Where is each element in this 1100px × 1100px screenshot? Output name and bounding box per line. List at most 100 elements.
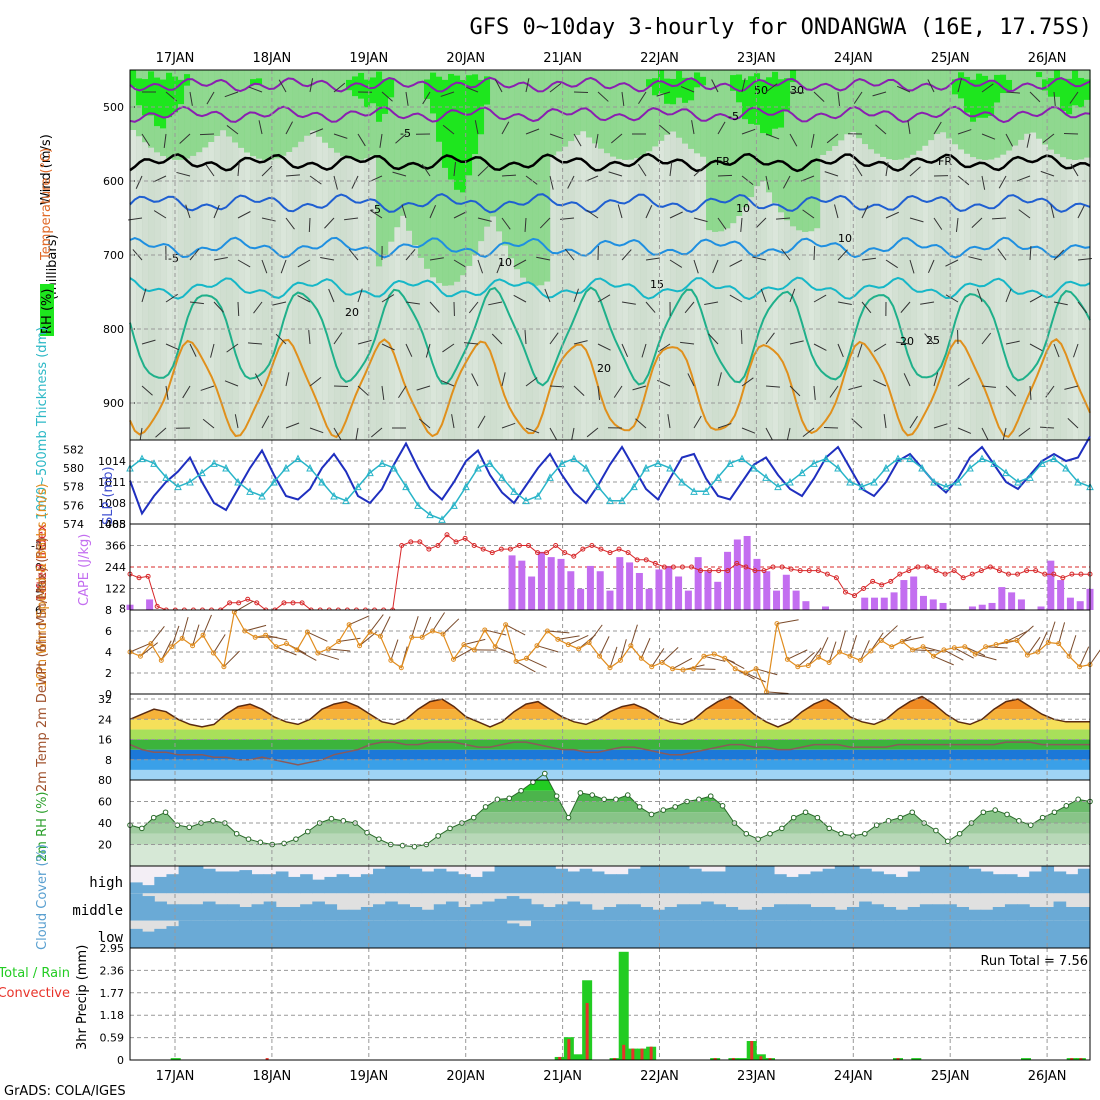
thickness-point	[702, 487, 710, 495]
wind-barb	[729, 259, 743, 267]
li-point	[453, 539, 459, 545]
rh-shade-light	[196, 70, 203, 440]
rh-shade-mid	[436, 70, 443, 284]
wind-barb-10m	[902, 636, 924, 642]
cape-ytick: 122	[105, 583, 126, 596]
thickness-point	[246, 487, 254, 495]
wind-barb	[669, 259, 683, 268]
cloud-low-bar	[628, 920, 641, 948]
thickness-point	[450, 501, 458, 509]
rh-shade-high	[736, 74, 743, 103]
wind-point	[816, 654, 822, 660]
thickness-point	[1038, 459, 1046, 467]
cloud-high-bar	[567, 871, 581, 894]
li-point	[1005, 571, 1011, 577]
contour-label: 10	[838, 232, 852, 245]
cloud-high-bar	[263, 874, 277, 894]
wind-barb-10m	[453, 648, 473, 660]
contour-label: -5	[370, 203, 381, 216]
cloud-middle-bar	[263, 901, 277, 921]
rh-shade-mid	[220, 70, 227, 131]
thickness-ytick: 582	[63, 443, 84, 456]
wind-barb	[525, 377, 538, 387]
cloud-low-bar	[154, 928, 167, 948]
precip-frame	[129, 947, 1091, 1061]
cloud-middle-bar	[458, 907, 471, 921]
wind-barb	[854, 163, 863, 177]
li-point	[1042, 571, 1048, 577]
wind-barb	[595, 133, 599, 148]
rh-shade-light	[616, 70, 623, 440]
wind-barb-10m	[839, 630, 846, 653]
wind-barb-10m	[630, 624, 638, 646]
wind-point	[617, 657, 623, 663]
rh-point	[719, 803, 726, 809]
rh-point	[470, 814, 477, 821]
wind-point	[471, 647, 477, 653]
rh-shade-high	[136, 78, 143, 106]
rh-shade-mid	[184, 70, 191, 159]
cloud-low-bar	[336, 920, 350, 948]
wind-barb-10m	[181, 617, 189, 639]
rh-shade-mid	[412, 70, 419, 246]
rh-shade-mid	[580, 70, 587, 132]
rh-shade-mid	[844, 70, 851, 135]
thickness-point	[930, 477, 938, 486]
wind-barb	[425, 343, 431, 358]
rh-shade-mid	[298, 70, 305, 142]
cloud-middle-bar	[470, 904, 483, 921]
wind-point	[565, 642, 571, 648]
thickness-point	[906, 454, 914, 463]
wind-barb-10m	[1089, 649, 1100, 665]
li-point	[833, 575, 839, 581]
wind-barb-10m	[807, 647, 822, 666]
wind-barb	[573, 91, 589, 94]
wind-point	[555, 636, 561, 642]
wind-barb	[933, 423, 948, 429]
wind-barb-10m	[1026, 636, 1041, 656]
wind-barb-10m	[1016, 625, 1034, 641]
rh-shade-mid	[712, 70, 719, 232]
rh-shade-high	[646, 79, 653, 87]
rh-shade-light	[622, 70, 629, 440]
wind-barb	[613, 385, 623, 398]
thickness-point	[990, 459, 998, 467]
wind-barb	[981, 427, 989, 441]
wind-barb	[927, 259, 935, 274]
wind-barb	[494, 79, 503, 93]
date-top-label: 23JAN	[737, 51, 776, 66]
cloud-middle-bar	[701, 901, 714, 921]
wind-barb	[945, 259, 959, 267]
cloud-high-bar	[251, 874, 265, 894]
cape-bar	[577, 588, 585, 610]
wind-barb	[501, 174, 517, 177]
wind-barb-10m	[296, 649, 317, 661]
rh-shade-high	[382, 79, 389, 114]
rh-shade-mid	[928, 70, 935, 141]
wind-barb	[1029, 245, 1032, 261]
wind-barb	[680, 341, 695, 345]
cloud-high-bar	[239, 870, 253, 894]
wind-barb	[179, 133, 191, 144]
wind-barb-10m	[213, 634, 226, 654]
slp-ytick: 1005	[98, 518, 126, 531]
cloud-high-bar	[688, 868, 702, 894]
cloud-middle-bar	[178, 904, 192, 921]
wind-point	[868, 648, 874, 654]
cloud-high-bar	[907, 871, 921, 894]
cloud-low-bar	[591, 920, 605, 948]
cloud-layer-high: high	[89, 875, 123, 891]
rh-shade-mid	[1048, 70, 1055, 150]
wind-barb	[320, 257, 335, 261]
wind-barb	[1005, 340, 1020, 345]
wind-barb	[957, 175, 970, 186]
cloud-low-bar	[846, 920, 860, 948]
cloud-low-bar	[774, 920, 787, 948]
wind-barb	[645, 301, 656, 313]
cloud-middle-bar	[883, 907, 897, 921]
wind-barb-10m	[797, 651, 815, 668]
cloud-middle-bar	[786, 904, 799, 921]
contour-label: 20	[345, 306, 359, 319]
rh-point	[328, 815, 335, 822]
rh-point	[577, 790, 584, 796]
